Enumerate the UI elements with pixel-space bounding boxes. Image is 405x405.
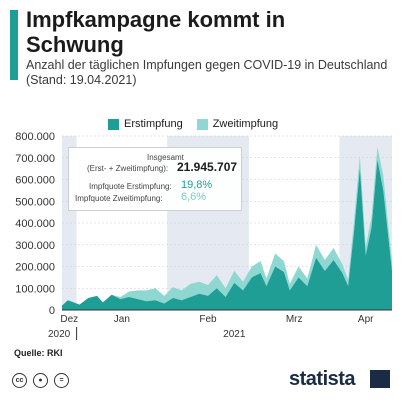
by-icon[interactable]: ●: [33, 373, 48, 388]
nd-icon[interactable]: =: [54, 373, 69, 388]
y-tick-label: 300.000: [15, 240, 55, 252]
statista-logo-icon: [370, 370, 390, 388]
legend-label-second: Zweitimpfung: [212, 118, 279, 130]
source-note: Quelle: RKI: [14, 348, 63, 358]
y-tick-label: 600.000: [15, 175, 55, 187]
y-tick-label: 200.000: [15, 262, 55, 274]
chart-title: Impfkampagne kommt in Schwung: [26, 7, 286, 57]
y-tick-label: 100.000: [15, 283, 55, 295]
x-month-label: Feb: [199, 314, 217, 325]
legend-item-second: Zweitimpfung: [196, 118, 279, 130]
series-area-erstimpfung: [62, 159, 392, 310]
info-total-sublabel: (Erst- + Zweitimpfung):: [87, 164, 169, 173]
cc-icon[interactable]: cc: [12, 373, 27, 388]
chart-svg: 0 100.000 200.000 300.000 400.000 500.000 600.…: [15, 131, 392, 340]
legend-label-first: Erstimpfung: [124, 118, 183, 130]
license-icons: cc ● =: [12, 373, 75, 388]
legend-swatch-first: [108, 118, 119, 130]
y-tick-label: 500.000: [15, 196, 55, 208]
info-box: Insgesamt (Erst- + Zweitimpfung): 21.945…: [68, 147, 242, 211]
title-accent-bar: [10, 10, 18, 80]
y-tick-label: 800.000: [15, 131, 55, 143]
info-quote-first-value: 19,8%: [181, 179, 213, 191]
x-month-label: Dez: [60, 314, 78, 325]
info-quote-second-label: Impfquote Zweitimpfung:: [75, 194, 163, 203]
legend-item-first: Erstimpfung: [108, 118, 183, 130]
y-tick-label: 0: [49, 305, 55, 317]
x-year-label: 2021: [223, 329, 246, 340]
chart-subtitle: Anzahl der täglichen Impfungen gegen COV…: [26, 58, 388, 87]
statista-logo[interactable]: statista: [289, 368, 356, 390]
x-month-label: Jan: [114, 314, 130, 325]
y-tick-label: 700.000: [15, 153, 55, 165]
info-total-value: 21.945.707: [177, 160, 238, 174]
x-month-label: Mrz: [286, 314, 303, 325]
legend-swatch-second: [196, 118, 208, 130]
info-total-label: Insgesamt: [147, 153, 184, 162]
x-year-label: 2020: [48, 329, 71, 340]
y-tick-label: 400.000: [15, 218, 55, 230]
x-month-label: Apr: [358, 314, 374, 325]
info-quote-first-label: Impfquote Erstimpfung:: [89, 182, 172, 191]
info-quote-second-value: 6,6%: [181, 191, 207, 203]
legend: Erstimpfung Zweitimpfung: [108, 118, 292, 130]
